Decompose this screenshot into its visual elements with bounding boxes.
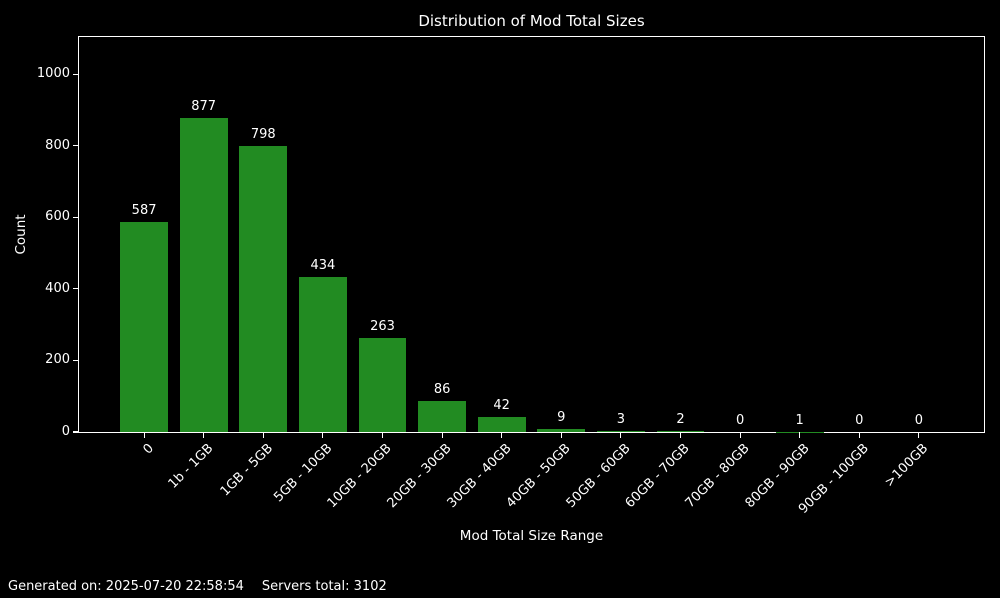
y-tick xyxy=(73,288,79,290)
x-tick xyxy=(322,432,324,438)
x-tick xyxy=(560,432,562,438)
x-tick xyxy=(679,432,682,438)
bar-value-label: 877 xyxy=(191,99,217,115)
x-tick xyxy=(620,432,622,438)
bar-value-label: 42 xyxy=(493,397,510,413)
bar-value-label: 9 xyxy=(557,409,566,425)
x-tick xyxy=(858,432,860,438)
bar xyxy=(299,276,347,432)
y-tick xyxy=(73,73,79,75)
x-tick xyxy=(262,432,264,438)
x-tick xyxy=(739,432,741,438)
bar-value-label: 0 xyxy=(914,413,924,428)
bar-value-label: 263 xyxy=(370,318,395,334)
bar xyxy=(597,430,645,432)
bottom-divider-line xyxy=(0,598,1000,600)
x-tick-label: 1GB - 5GB xyxy=(217,441,276,500)
plot-area: 587 0 877 1b - 1GB 798 1GB - 5GB 434 5GB - 10GB… xyxy=(37,36,985,517)
y-tick xyxy=(73,145,79,147)
bar-value-label: 2 xyxy=(676,412,685,428)
y-tick xyxy=(73,431,79,433)
y-tick-label: 1000 xyxy=(36,66,70,82)
x-tick-label: 0 xyxy=(140,441,157,458)
x-tick xyxy=(441,432,443,438)
x-tick xyxy=(501,432,503,438)
bar xyxy=(120,221,168,432)
bar-value-label: 587 xyxy=(131,202,157,218)
x-tick xyxy=(143,432,145,438)
chart-title: Distribution of Mod Total Sizes xyxy=(418,12,645,30)
y-tick xyxy=(73,359,79,362)
x-tick-label: >100GB xyxy=(882,441,932,491)
x-tick-label: 5GB - 10GB xyxy=(271,441,336,506)
bar-value-label: 434 xyxy=(310,257,336,273)
bar xyxy=(656,431,705,432)
footer: Generated on: 2025-07-20 22:58:54 Servers… xyxy=(8,579,387,594)
bar-value-label: 0 xyxy=(735,413,745,428)
x-tick xyxy=(381,432,384,438)
y-tick xyxy=(73,216,79,218)
y-tick-label: 400 xyxy=(45,280,70,296)
x-tick-label: 1b - 1GB xyxy=(165,441,217,492)
bar xyxy=(477,416,526,432)
bar xyxy=(418,401,466,432)
servers-total: Servers total: 3102 xyxy=(261,579,387,594)
y-tick-label: 600 xyxy=(45,209,70,225)
bar-value-label: 3 xyxy=(616,411,626,427)
bar-value-label: 86 xyxy=(433,382,451,398)
bar-value-label: 1 xyxy=(795,412,804,428)
x-tick xyxy=(799,432,801,438)
bar xyxy=(239,146,288,432)
bar xyxy=(179,118,228,432)
bar-value-label: 0 xyxy=(855,413,864,428)
bar xyxy=(358,337,407,432)
bar xyxy=(537,428,586,432)
y-tick-label: 200 xyxy=(45,352,70,368)
x-tick xyxy=(203,432,205,438)
x-tick xyxy=(918,432,920,438)
y-axis-label: Count xyxy=(13,214,29,255)
y-tick-label: 0 xyxy=(61,424,70,439)
generated-timestamp: Generated on: 2025-07-20 22:58:54 xyxy=(8,579,244,594)
bar-value-label: 798 xyxy=(250,127,276,143)
y-tick-label: 800 xyxy=(45,137,70,153)
x-axis-label: Mod Total Size Range xyxy=(459,528,604,544)
